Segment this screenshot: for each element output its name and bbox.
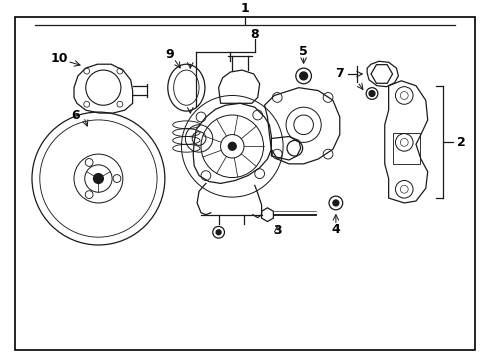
Text: 8: 8 (250, 28, 259, 41)
Text: 1: 1 (241, 3, 249, 15)
Text: 4: 4 (332, 223, 340, 236)
Circle shape (94, 174, 103, 184)
Text: 10: 10 (50, 52, 68, 65)
Circle shape (300, 72, 308, 80)
Text: 2: 2 (457, 136, 466, 149)
Text: 9: 9 (166, 48, 174, 61)
Circle shape (369, 91, 375, 96)
Bar (392, 132, 420, 164)
Text: 6: 6 (72, 108, 80, 122)
Circle shape (216, 230, 221, 235)
Circle shape (228, 143, 236, 150)
Text: 3: 3 (273, 224, 282, 237)
Text: 5: 5 (299, 45, 308, 58)
Text: 7: 7 (336, 67, 344, 81)
Circle shape (333, 200, 339, 206)
